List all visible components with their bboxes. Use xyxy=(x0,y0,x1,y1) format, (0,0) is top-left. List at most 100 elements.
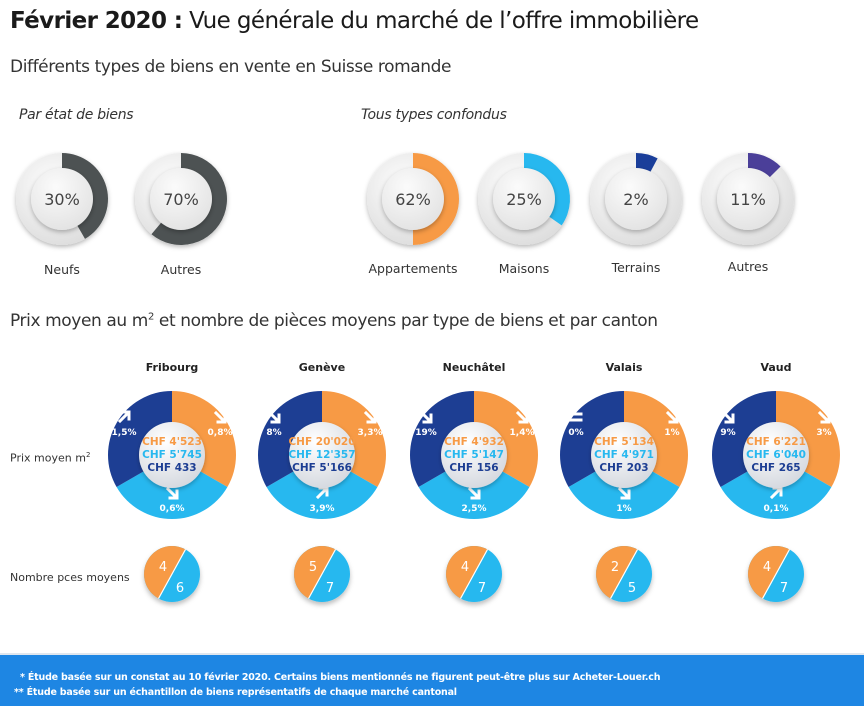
price-value: CHF 203 xyxy=(599,462,648,474)
arrow-up-right-icon xyxy=(315,486,329,500)
price-value: CHF 6'040 xyxy=(746,449,806,461)
ring-gauge-appartements: 62% xyxy=(367,153,459,245)
rooms-value-blue: 7 xyxy=(780,581,788,596)
rooms-value-blue: 6 xyxy=(176,581,184,596)
price-change-label: 2,5% xyxy=(462,504,487,514)
ring-center xyxy=(382,168,444,230)
arrow-down-right-icon xyxy=(267,410,281,424)
arrow-down-right-icon xyxy=(721,410,735,424)
price-change-label: 0,6% xyxy=(160,504,185,514)
equal-icon xyxy=(569,412,583,422)
section2-title-part2: et nombre de pièces moyens par type de b… xyxy=(153,311,658,331)
price-value: CHF 4'932 xyxy=(444,436,504,448)
rooms-bubble: 57 xyxy=(294,546,350,602)
row-label-price-sup: 2 xyxy=(85,451,91,459)
footer-note-1: * Étude basée sur un constat au 10 févri… xyxy=(20,672,661,683)
price-value: CHF 265 xyxy=(751,462,800,474)
price-value: CHF 4'971 xyxy=(594,449,654,461)
ring-label-appartements: Appartements xyxy=(368,261,458,276)
arrow-down-right-icon xyxy=(817,410,831,424)
price-change-label: 1% xyxy=(664,428,679,438)
ring-arc xyxy=(413,153,459,245)
arrow-down-right-icon xyxy=(467,486,481,500)
footer-banner: * Étude basée sur un constat au 10 févri… xyxy=(0,653,864,706)
row-label-price: Prix moyen m2 xyxy=(10,451,90,465)
ring-gauge-terrains: 2% xyxy=(590,153,682,245)
price-change-label: 8% xyxy=(266,428,281,438)
rooms-divider xyxy=(306,546,338,602)
ring-arc xyxy=(748,153,781,178)
price-value: CHF 5'147 xyxy=(444,449,504,461)
ring-percentage: 25% xyxy=(506,190,542,209)
price-change-label: 9% xyxy=(720,428,735,438)
arrow-down-right-icon xyxy=(213,410,227,424)
arrow-up-right-icon xyxy=(769,486,783,500)
ring-center xyxy=(493,168,555,230)
canton-name: Valais xyxy=(605,361,643,374)
rooms-half-orange xyxy=(596,546,640,602)
arrow-down-right-icon xyxy=(419,410,433,424)
rooms-bubble: 25 xyxy=(596,546,652,602)
price-value: CHF 5'745 xyxy=(142,449,202,461)
rooms-divider xyxy=(458,546,490,602)
section2-title-part1: Prix moyen au m xyxy=(10,311,148,331)
section2-title: Prix moyen au m2 et nombre de pièces moy… xyxy=(10,311,658,331)
rooms-value-orange: 4 xyxy=(461,560,469,575)
price-change-label: 3% xyxy=(816,428,831,438)
row-label-price-text: Prix moyen m xyxy=(10,451,86,465)
arrow-down-right-icon xyxy=(617,486,631,500)
canton-name: Vaud xyxy=(760,361,792,374)
rooms-value-blue: 7 xyxy=(478,581,486,596)
section2-title-sup: 2 xyxy=(147,311,154,323)
donut-center xyxy=(743,422,809,488)
ring-gauge-maisons: 25% xyxy=(478,153,570,245)
ring-percentage: 11% xyxy=(730,190,766,209)
rooms-bubble: 46 xyxy=(144,546,200,602)
rooms-half-orange xyxy=(294,546,338,602)
donut-center xyxy=(441,422,507,488)
rooms-half-orange xyxy=(144,546,188,602)
price-change-label: 1% xyxy=(616,504,631,514)
price-value: CHF 4'523 xyxy=(142,436,202,448)
page-subtitle: Différents types de biens en vente en Su… xyxy=(10,57,452,77)
rooms-divider xyxy=(156,546,188,602)
ring-label-terrains: Terrains xyxy=(611,260,661,275)
ring-percentage: 70% xyxy=(163,190,199,209)
arrow-up-right-icon xyxy=(117,410,131,424)
price-change-label: 0,1% xyxy=(764,504,789,514)
rooms-value-orange: 4 xyxy=(763,560,771,575)
canton-name: Neuchâtel xyxy=(442,361,506,374)
ring-percentage: 30% xyxy=(44,190,80,209)
ring-label-neufs: Neufs xyxy=(44,262,80,277)
rooms-half-orange xyxy=(748,546,792,602)
row-label-rooms: Nombre pces moyens xyxy=(10,571,130,584)
price-value: CHF 20'020 xyxy=(288,436,355,448)
rooms-value-orange: 4 xyxy=(159,560,167,575)
rooms-divider xyxy=(608,546,640,602)
title-date: Février 2020 : xyxy=(10,8,183,34)
price-value: CHF 6'221 xyxy=(746,436,806,448)
donut-center xyxy=(139,422,205,488)
price-change-label: 3,3% xyxy=(358,428,383,438)
price-change-label: 0% xyxy=(568,428,583,438)
price-change-label: 1,5% xyxy=(112,428,137,438)
price-change-label: 0,8% xyxy=(208,428,233,438)
ring-center xyxy=(31,168,93,230)
ring-percentage: 2% xyxy=(623,190,648,209)
rooms-half-orange xyxy=(446,546,490,602)
title-text: Vue générale du marché de l’offre immobi… xyxy=(182,8,699,34)
ring-label-autres: Autres xyxy=(727,259,769,274)
rooms-value-blue: 7 xyxy=(326,581,334,596)
arrow-down-right-icon xyxy=(515,410,529,424)
price-change-label: 1,4% xyxy=(510,428,535,438)
rooms-bubble: 47 xyxy=(748,546,804,602)
donut-center xyxy=(289,422,355,488)
ring-gauge-autres: 70% xyxy=(135,153,228,245)
by-state-label: Par état de biens xyxy=(19,107,134,123)
rooms-value-blue: 5 xyxy=(628,581,636,596)
rooms-value-orange: 5 xyxy=(309,560,317,575)
